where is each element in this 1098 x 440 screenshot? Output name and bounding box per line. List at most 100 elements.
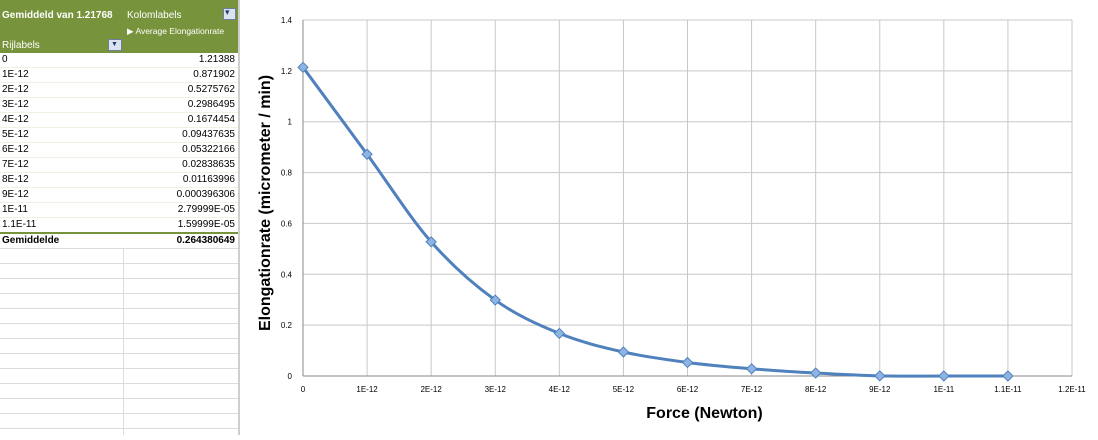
pivot-row-label: 4E-12: [2, 114, 29, 125]
grand-total-value: 0.264380649: [176, 235, 235, 246]
gridline: [0, 338, 238, 339]
gridline: [0, 263, 238, 264]
pivot-row-label: 1E-11: [2, 204, 28, 215]
pivot-row-label: 6E-12: [2, 144, 29, 155]
data-point: [425, 236, 437, 248]
pivot-row-value: 0.871902: [193, 69, 235, 80]
data-point: [361, 148, 373, 160]
data-point: [938, 370, 950, 382]
x-tick-label: 7E-12: [741, 385, 763, 394]
y-tick-label: 1: [288, 118, 293, 127]
gridline: [123, 248, 124, 435]
pivot-row[interactable]: 0 1.21388: [0, 53, 238, 68]
pivot-row[interactable]: 4E-12 0.1674454: [0, 113, 238, 128]
pivot-table-sheet: Gemiddeld van 1.21768 Kolomlabels ▾ ▶ Av…: [0, 0, 238, 435]
gridline: [0, 278, 238, 279]
pivot-row-label: 1E-12: [2, 69, 29, 80]
pivot-row-label: 0: [2, 54, 8, 65]
chart-svg: 0 1E-12 2E-12 3E-12 4E-12 5E-12 6E-12 7E-12 8E-1…: [257, 16, 1086, 422]
pivot-row[interactable]: 1E-12 0.871902: [0, 68, 238, 83]
pivot-row-value: 0.01163996: [182, 174, 235, 185]
y-tick-label: 0.6: [281, 219, 293, 228]
gridline: [0, 308, 238, 309]
pivot-row[interactable]: 1.1E-11 1.59999E-05: [0, 218, 238, 233]
pivot-row-value: 0.09437635: [182, 129, 235, 140]
pivot-row-value: 1.59999E-05: [177, 219, 235, 230]
y-tick-label: 0.2: [281, 321, 293, 330]
pivot-row-label: 7E-12: [2, 159, 29, 170]
gridline: [0, 383, 238, 384]
x-tick-label: 3E-12: [485, 385, 507, 394]
x-tick-label: 0: [301, 385, 306, 394]
gridline: [0, 368, 238, 369]
x-axis-title: Force (Newton): [646, 405, 762, 422]
pivot-column-labels[interactable]: Kolomlabels: [127, 10, 182, 21]
data-point: [809, 367, 822, 379]
gridline: [0, 428, 238, 429]
y-tick-label: 0: [288, 372, 293, 381]
x-tick-label: 5E-12: [613, 385, 635, 394]
pivot-row[interactable]: 6E-12 0.05322166: [0, 143, 238, 158]
x-tick-label: 9E-12: [869, 385, 891, 394]
pivot-row-value: 0.000396306: [176, 189, 235, 200]
x-tick-label: 1.1E-11: [994, 385, 1022, 394]
pivot-row-label: 8E-12: [2, 174, 29, 185]
y-axis-title: Elongationrate (micrometer / min): [257, 75, 274, 331]
pivot-row-value: 0.2986495: [187, 99, 235, 110]
series-line: [301, 66, 1008, 378]
x-tick-label: 1E-12: [356, 385, 378, 394]
pivot-row[interactable]: 2E-12 0.5275762: [0, 83, 238, 98]
gridline: [0, 413, 238, 414]
pivot-row[interactable]: 7E-12 0.02838635: [0, 158, 238, 173]
pivot-measure-text: Average Elongationrate: [135, 26, 225, 36]
pivot-row[interactable]: 8E-12 0.01163996: [0, 173, 238, 188]
pivot-row-value: 0.02838635: [182, 159, 235, 170]
pivot-row[interactable]: 5E-12 0.09437635: [0, 128, 238, 143]
data-point: [553, 327, 566, 340]
pivot-measure-label: ▶ Average Elongationrate: [127, 26, 225, 36]
x-tick-label: 8E-12: [805, 385, 827, 394]
pivot-row[interactable]: 9E-12 0.000396306: [0, 188, 238, 203]
x-tick-label: 1.2E-11: [1058, 385, 1086, 394]
data-point: [745, 363, 758, 375]
y-tick-label: 1.2: [281, 67, 293, 76]
pivot-row[interactable]: 3E-12 0.2986495: [0, 98, 238, 113]
x-tick-label: 6E-12: [677, 385, 699, 394]
filter-icon: ▾: [225, 7, 230, 17]
pivot-row-label: 2E-12: [2, 84, 29, 95]
data-point: [681, 356, 694, 369]
gridline: [0, 323, 238, 324]
data-point: [617, 346, 630, 358]
data-point: [489, 294, 501, 306]
grand-total-label: Gemiddelde: [2, 235, 60, 246]
pivot-row-value: 2.79999E-05: [177, 204, 235, 215]
elongation-chart[interactable]: 0 1E-12 2E-12 3E-12 4E-12 5E-12 6E-12 7E-12 8E-1…: [240, 0, 1098, 435]
pivot-row-label: 1.1E-11: [2, 219, 37, 230]
y-tick-label: 1.4: [281, 16, 293, 25]
pivot-row-value: 0.5275762: [187, 84, 235, 95]
y-tick-label: 0.8: [281, 169, 293, 178]
gridline: [0, 293, 238, 294]
chevron-down-icon: ▼: [111, 41, 118, 48]
pivot-row-value: 0.05322166: [182, 144, 235, 155]
gridline: [0, 353, 238, 354]
sheet-divider: [238, 0, 240, 435]
column-filter-button[interactable]: ▾: [223, 7, 236, 20]
x-tick-label: 4E-12: [549, 385, 571, 394]
pivot-row-value: 0.1674454: [187, 114, 235, 125]
pivot-value-field-label[interactable]: Gemiddeld van 1.21768: [2, 10, 113, 21]
pivot-grand-total-row[interactable]: Gemiddelde 0.264380649: [0, 232, 238, 248]
pivot-row[interactable]: 1E-11 2.79999E-05: [0, 203, 238, 218]
data-point: [297, 61, 309, 74]
pivot-row-value: 1.21388: [198, 54, 235, 65]
gridline: [0, 248, 238, 249]
x-tick-label: 2E-12: [420, 385, 442, 394]
data-point: [874, 370, 886, 382]
pivot-row-label: 3E-12: [2, 99, 29, 110]
pivot-row-label: 5E-12: [2, 129, 29, 140]
y-tick-label: 0.4: [281, 270, 293, 279]
data-point: [1002, 370, 1014, 382]
pivot-row-labels[interactable]: Rijlabels: [2, 40, 40, 51]
row-labels-dropdown[interactable]: ▼: [108, 39, 122, 51]
gridline: [0, 398, 238, 399]
